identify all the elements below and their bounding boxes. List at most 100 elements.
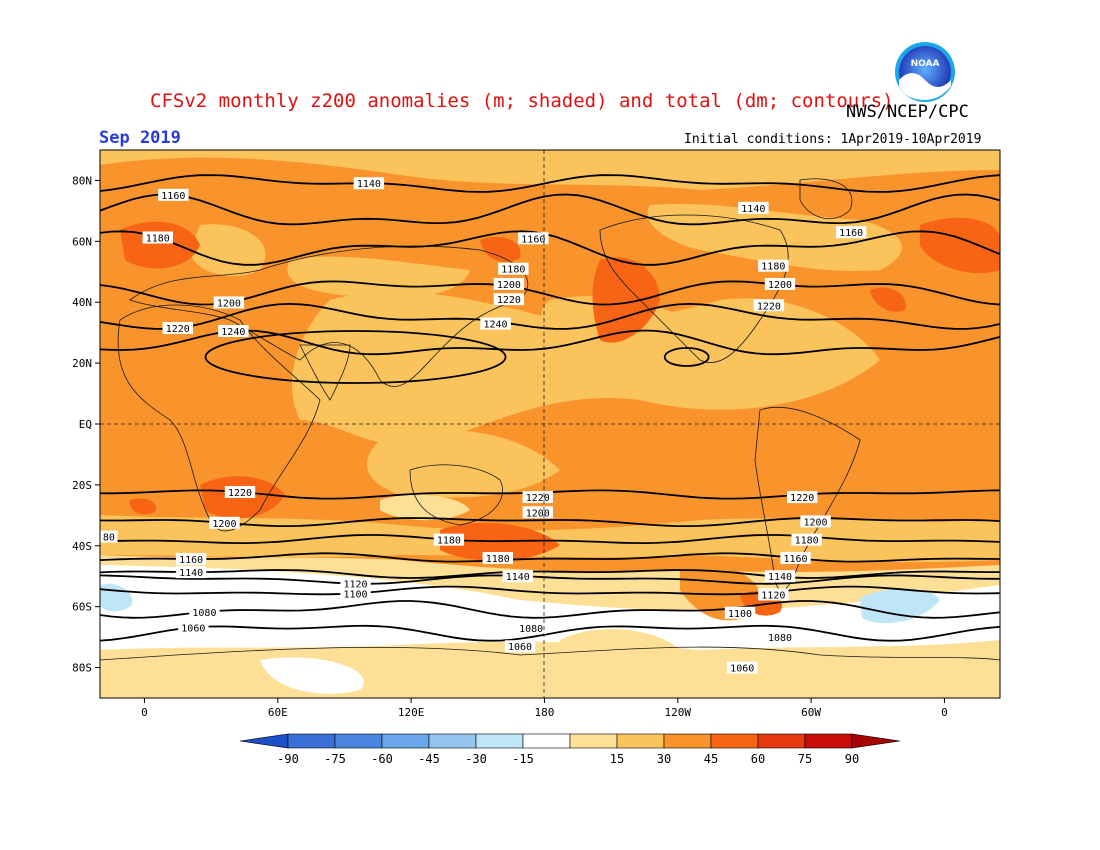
contour-label-box <box>480 317 511 330</box>
contour-line <box>100 280 1000 306</box>
contour-label: 1180 <box>486 554 510 565</box>
contour-line <box>100 600 1000 619</box>
contour-line <box>100 585 1000 596</box>
contour-label-box <box>522 491 553 504</box>
contour-label-box <box>835 226 867 239</box>
lat-tick-label: 20N <box>72 357 92 370</box>
colorbar-label: -60 <box>371 752 393 766</box>
contour-label-box <box>522 506 553 519</box>
longitude-axis: 0 60E 120E 180 120W 60W 0 <box>141 698 948 719</box>
contour-label-box <box>493 277 525 290</box>
lon-tick-label: 60W <box>801 706 821 719</box>
contour-label-box <box>780 551 811 564</box>
contour-label: 1200 <box>804 517 828 528</box>
colorbar-bin <box>804 733 853 749</box>
noaa-logo-icon: NOAA <box>895 42 955 102</box>
contour-label-box <box>433 533 465 546</box>
lat-tick-label: 40N <box>72 296 92 309</box>
contour-line <box>100 552 1000 563</box>
lon-tick-label: 120E <box>398 706 425 719</box>
contour-label-box <box>504 640 536 653</box>
contour-label: 1080 <box>768 633 792 644</box>
contour-label: 1160 <box>784 554 808 565</box>
contour-label: 1100 <box>344 589 368 600</box>
contour-label-box <box>764 631 796 644</box>
contour-label: 1220 <box>497 295 521 306</box>
lat-tick-label: 80S <box>72 662 92 675</box>
contour-line <box>100 302 1000 330</box>
contour-line <box>100 329 1000 356</box>
contour-line <box>204 330 507 384</box>
contour-label-box <box>515 621 547 634</box>
contour-label: 1180 <box>761 262 785 273</box>
colorbar-bin <box>381 733 430 749</box>
contour-label-box <box>724 606 756 619</box>
contour-label-box <box>738 201 769 214</box>
contour-label-box <box>162 322 193 335</box>
forecast-month: Sep 2019 <box>99 128 181 148</box>
contour-label: 1180 <box>795 536 819 547</box>
contour-label: 1120 <box>761 590 785 601</box>
contour-label-box <box>340 577 371 590</box>
contour-label-box <box>787 491 818 504</box>
contour-label-box <box>791 533 822 546</box>
contour-label: 1200 <box>526 508 550 519</box>
contour-label: 1160 <box>179 555 203 566</box>
contour-label-box <box>340 587 371 600</box>
contour-label-box <box>218 324 249 337</box>
map-title: CFSv2 monthly z200 anomalies (m; shaded)… <box>150 90 894 112</box>
lat-tick-label: 60N <box>72 235 92 248</box>
contour-label-box <box>518 232 549 245</box>
contour-label: 1100 <box>728 609 752 620</box>
colorbar-bin <box>334 733 383 749</box>
contour-label-box <box>498 262 529 275</box>
lon-tick-label: 120W <box>665 706 692 719</box>
colorbar: -90 -75 -60 -45 -30 -15 15 30 45 60 75 90 <box>239 733 901 766</box>
contour-label: 1220 <box>526 493 550 504</box>
contour-label-box <box>189 605 220 618</box>
contour-label: 1140 <box>768 572 792 583</box>
contour-label: 1060 <box>508 642 532 653</box>
contour-label: 1220 <box>228 488 252 499</box>
colorbar-label: 75 <box>798 752 812 766</box>
colorbar-high-arrow <box>851 733 901 749</box>
contour-label: 1080 <box>519 624 543 635</box>
contour-label: 1240 <box>221 327 245 338</box>
colorbar-bin <box>287 733 336 749</box>
lon-tick-label: 180 <box>535 706 555 719</box>
contour-label: 80 <box>103 533 115 544</box>
contour-label: 1220 <box>790 493 814 504</box>
contour-label: 1080 <box>192 608 216 619</box>
contour-line <box>100 193 1000 226</box>
contour-label: 1140 <box>506 572 530 583</box>
contour-label-box <box>353 177 385 190</box>
colorbar-label: 60 <box>751 752 765 766</box>
contour-line <box>100 517 1000 527</box>
contour-line <box>100 230 1000 266</box>
contour-label-box <box>158 188 189 201</box>
contour-label-box <box>758 588 789 601</box>
colorbar-low-arrow <box>239 733 289 749</box>
contour-label-box <box>224 485 256 498</box>
colorbar-label: -30 <box>465 752 487 766</box>
colorbar-label: -45 <box>418 752 440 766</box>
contour-line <box>100 534 1000 545</box>
contour-label-box <box>764 570 796 583</box>
contour-label: 1060 <box>181 623 205 634</box>
contour-label: 1180 <box>501 265 525 276</box>
lat-tick-label: 60S <box>72 601 92 614</box>
contour-label: 1140 <box>741 204 765 215</box>
contour-label: 1180 <box>146 233 170 244</box>
agency-label: NWS/NCEP/CPC <box>846 102 969 122</box>
contour-line <box>100 574 1000 585</box>
contour-label: 1160 <box>521 234 545 245</box>
latitude-axis: 80N 60N 40N 20N EQ 20S 40S 60S 80S <box>72 174 100 675</box>
lon-tick-label: 0 <box>141 706 148 719</box>
contour-label: 1220 <box>757 301 781 312</box>
contour-label-box <box>175 566 207 579</box>
contour-label-box <box>758 259 789 272</box>
lat-tick-label: 40S <box>72 540 92 553</box>
contour-label-box <box>100 530 118 543</box>
contour-label-box <box>213 296 245 309</box>
contour-label: 1160 <box>161 191 185 202</box>
